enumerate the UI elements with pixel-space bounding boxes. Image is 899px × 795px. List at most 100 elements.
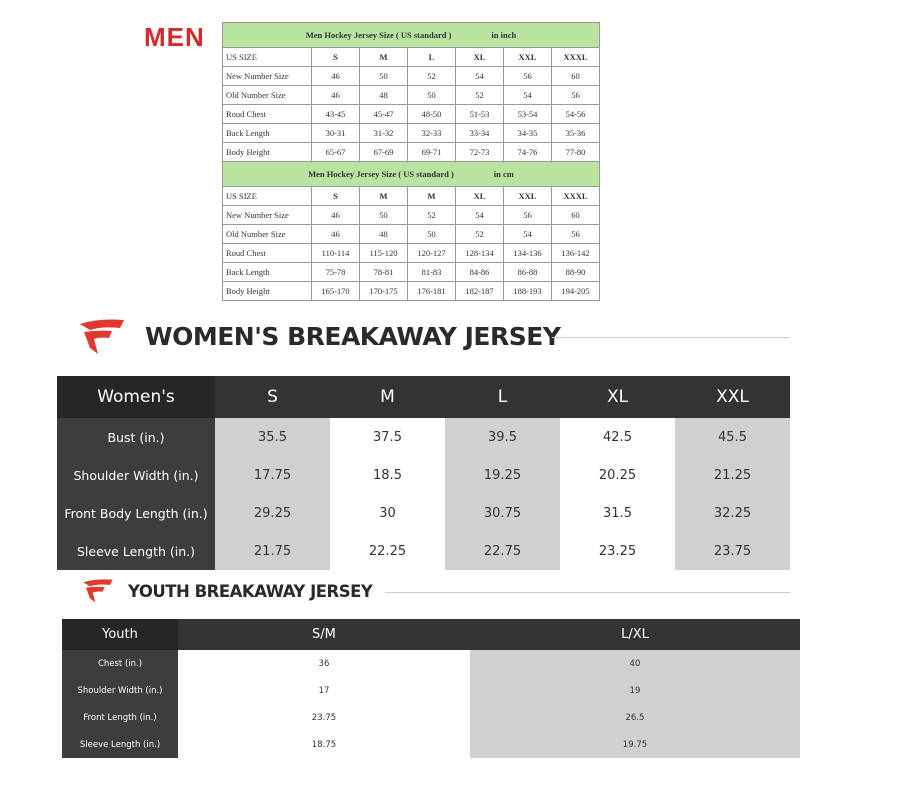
table-cell: 72-73 <box>455 142 504 162</box>
column-header: Women's <box>57 376 215 418</box>
table-cell: 46 <box>311 224 360 244</box>
table-cell: 48 <box>359 85 408 105</box>
table-cell: 46 <box>311 205 360 225</box>
table-cell: 46 <box>311 85 360 105</box>
table-row: Old Number Size 46 48 50 52 54 56 <box>222 224 600 244</box>
table-title-row: Men Hockey Jersey Size ( US standard ) in… <box>222 161 600 187</box>
women-section-title: WOMEN'S BREAKAWAY JERSEY <box>145 322 561 351</box>
column-header: XXL <box>675 376 790 418</box>
table-cell: 78-81 <box>359 262 408 282</box>
table-cell: 20.25 <box>598 467 637 483</box>
table-cell: 88-90 <box>551 262 600 282</box>
row-label: New Number Size <box>222 205 312 225</box>
men-size-table: Men Hockey Jersey Size ( US standard ) in… <box>222 22 600 301</box>
divider <box>385 592 790 593</box>
table-cell: 50 <box>359 205 408 225</box>
table-cell: 29.25 <box>215 494 330 532</box>
table-cell: 17 <box>318 685 330 696</box>
table-cell: 176-181 <box>407 281 456 301</box>
row-label: Front Body Length (in.) <box>57 494 215 532</box>
table-row: New Number Size 46 50 52 54 56 60 <box>222 66 600 86</box>
table-cell: 19 <box>469 677 800 704</box>
brand-logo-icon <box>80 319 124 354</box>
table-cell: 35-36 <box>551 123 600 143</box>
brand-logo-icon <box>83 579 113 603</box>
table-cell: 39.5 <box>445 418 560 456</box>
table-cell: 21.75 <box>215 532 330 570</box>
row-label: Roud Chest <box>222 104 312 124</box>
table-row: Shoulder Width (in.) 17 19 <box>62 677 800 704</box>
table-row: Old Number Size 46 48 50 52 54 56 <box>222 85 600 105</box>
row-label: Roud Chest <box>222 243 312 263</box>
unit-label: in inch <box>491 30 517 40</box>
table-row: Front Body Length (in.) 29.25 30 30.75 31.5 3… <box>57 494 790 532</box>
column-header: Youth <box>62 619 178 650</box>
column-header: L <box>407 47 456 67</box>
table-cell: 31.5 <box>603 505 632 521</box>
row-label: Chest (in.) <box>62 650 178 677</box>
table-cell: 110-114 <box>311 243 360 263</box>
table-cell: 31-32 <box>359 123 408 143</box>
table-cell: 53-54 <box>503 104 552 124</box>
column-header: US SIZE <box>222 186 312 206</box>
table-cell: 56 <box>503 66 552 86</box>
column-header: L <box>445 376 560 418</box>
column-header: S/M <box>178 619 470 650</box>
size-header-row: US SIZE S M M XL XXL XXXL <box>222 186 600 206</box>
table-cell: 23.75 <box>675 532 790 570</box>
row-label: Bust (in.) <box>57 418 215 456</box>
table-cell: 77-80 <box>551 142 600 162</box>
column-header: XXXL <box>551 186 600 206</box>
column-header: S <box>311 186 360 206</box>
table-cell: 84-86 <box>455 262 504 282</box>
column-header: XL <box>560 376 675 418</box>
row-label: Body Height <box>222 281 312 301</box>
table-cell: 69-71 <box>407 142 456 162</box>
column-header: M <box>359 186 408 206</box>
table-cell: 26.5 <box>469 704 800 731</box>
table-cell: 67-69 <box>359 142 408 162</box>
table-cell: 30 <box>379 505 396 521</box>
table-cell: 136-142 <box>551 243 600 263</box>
table-cell: 56 <box>551 85 600 105</box>
table-cell: 34-35 <box>503 123 552 143</box>
column-header: US SIZE <box>222 47 312 67</box>
row-label: Sleeve Length (in.) <box>62 731 178 758</box>
table-title: Men Hockey Jersey Size ( US standard ) in… <box>222 161 600 187</box>
column-header: M <box>330 376 445 418</box>
table-cell: 22.75 <box>445 532 560 570</box>
table-cell: 56 <box>551 224 600 244</box>
table-cell: 54 <box>503 224 552 244</box>
table-cell: 35.5 <box>215 418 330 456</box>
table-cell: 75-78 <box>311 262 360 282</box>
column-header: XL <box>455 47 504 67</box>
table-row: Sleeve Length (in.) 18.75 19.75 <box>62 731 800 758</box>
youth-size-table: Youth S/M L/XL Chest (in.) 36 40 Shoulder Wid… <box>62 619 800 758</box>
table-row: Bust (in.) 35.5 37.5 39.5 42.5 45.5 <box>57 418 790 456</box>
table-cell: 60 <box>551 205 600 225</box>
table-cell: 46 <box>311 66 360 86</box>
table-cell: 86-88 <box>503 262 552 282</box>
table-row: Body Height 165-170 170-175 176-181 182-187 1… <box>222 281 600 301</box>
table-cell: 54 <box>455 205 504 225</box>
row-label: Sleeve Length (in.) <box>57 532 215 570</box>
table-cell: 37.5 <box>373 429 402 445</box>
table-cell: 74-76 <box>503 142 552 162</box>
column-header: L/XL <box>469 619 800 650</box>
youth-section-title: YOUTH BREAKAWAY JERSEY <box>128 582 373 601</box>
table-row: Chest (in.) 36 40 <box>62 650 800 677</box>
table-cell: 32.25 <box>675 494 790 532</box>
table-cell: 40 <box>469 650 800 677</box>
table-cell: 48-50 <box>407 104 456 124</box>
column-header: M <box>407 186 456 206</box>
table-cell: 43-45 <box>311 104 360 124</box>
table-row: Sleeve Length (in.) 21.75 22.25 22.75 23.25 2… <box>57 532 790 570</box>
table-cell: 170-175 <box>359 281 408 301</box>
table-cell: 194-205 <box>551 281 600 301</box>
table-cell: 134-136 <box>503 243 552 263</box>
table-cell: 23.75 <box>311 712 337 723</box>
table-cell: 54 <box>455 66 504 86</box>
column-header: XXL <box>503 47 552 67</box>
table-cell: 60 <box>551 66 600 86</box>
table-cell: 33-34 <box>455 123 504 143</box>
